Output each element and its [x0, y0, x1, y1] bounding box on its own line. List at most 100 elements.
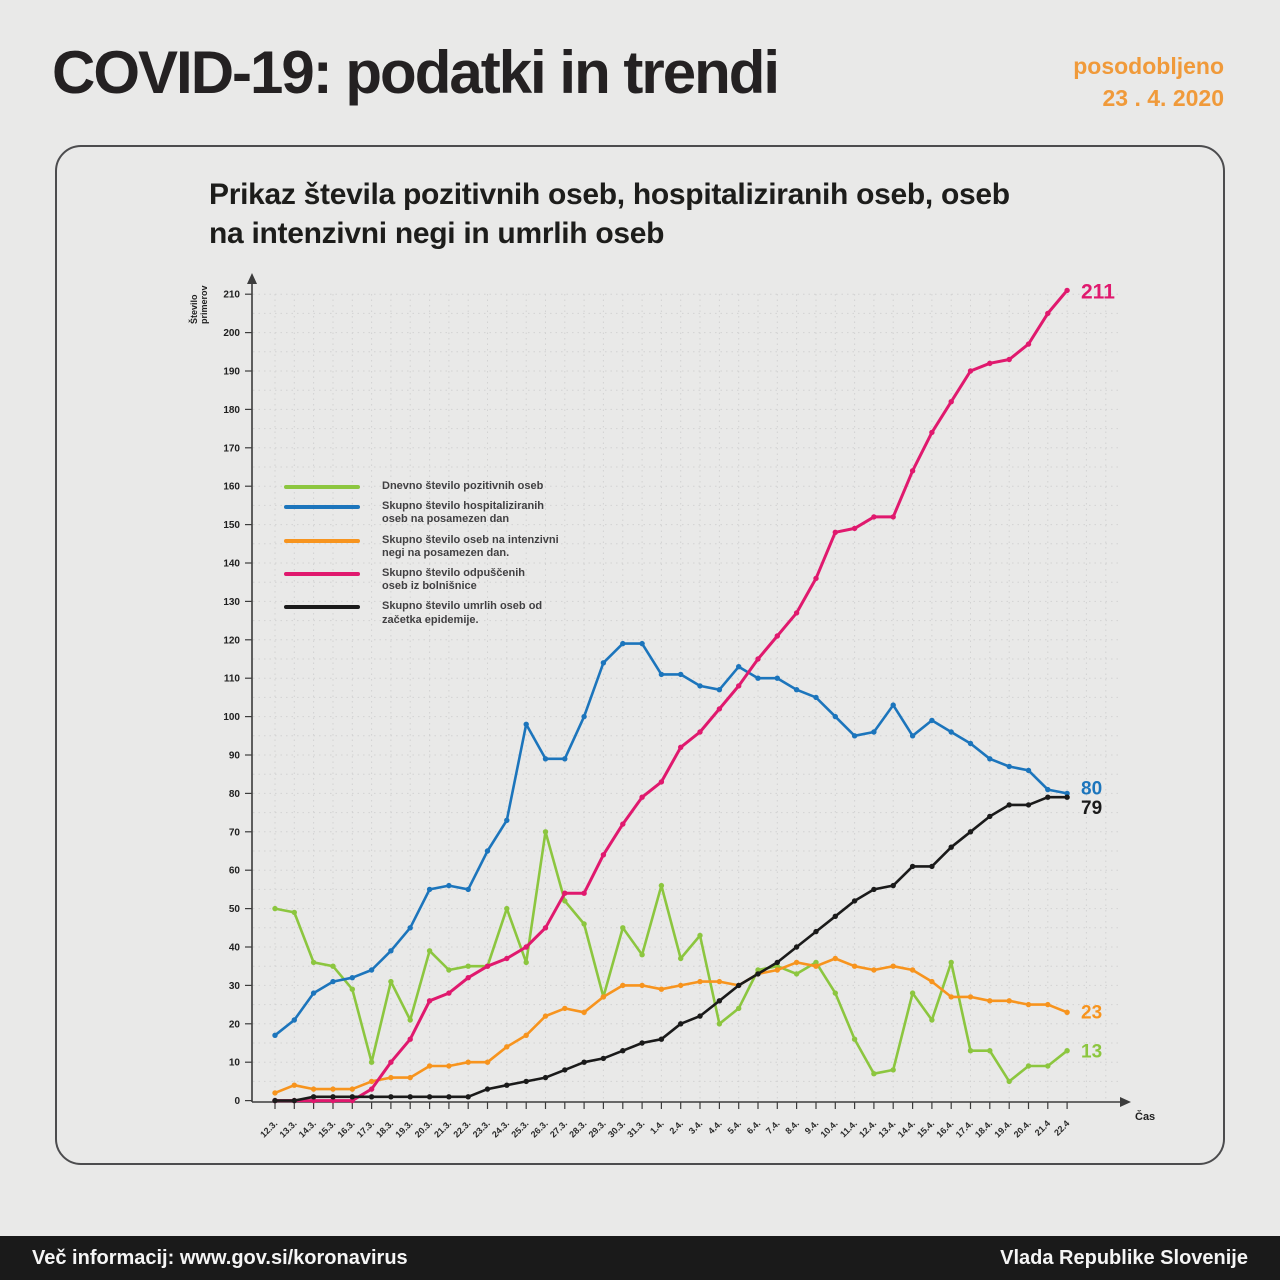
legend-label: Skupno število oseb na intenzivni negi na… [382, 533, 559, 559]
x-tick-label: 30.3. [606, 1118, 627, 1139]
data-point [1025, 1063, 1032, 1069]
y-tick-label: 70 [229, 827, 241, 838]
y-tick-label: 50 [229, 904, 241, 915]
data-point [368, 1086, 375, 1092]
x-tick-label: 19.3. [393, 1118, 414, 1139]
chart-legend: Dnevno število pozitivnih oseb Skupno šte… [284, 480, 584, 634]
data-point [368, 1078, 375, 1085]
data-point [967, 829, 974, 835]
x-axis-ticks: 12.3.13.3.14.3.15.3.16.3.17.3.18.3.19.3.… [258, 1102, 1072, 1140]
legend-item-discharged: Skupno število odpuščenih oseb iz bolnišn… [284, 567, 584, 593]
data-point [581, 890, 587, 896]
x-tick-label: 4.4. [706, 1118, 724, 1136]
legend-swatch-discharged [284, 571, 360, 576]
y-tick-label: 110 [224, 674, 241, 685]
data-point [562, 1067, 568, 1073]
data-point [542, 925, 549, 931]
data-point [349, 1094, 355, 1100]
y-tick-label: 200 [223, 328, 240, 339]
data-point [793, 610, 800, 616]
data-point [446, 967, 452, 973]
data-point [697, 932, 703, 939]
data-point [736, 664, 742, 670]
data-point [1045, 1063, 1051, 1069]
x-tick-label: 18.3. [374, 1118, 395, 1139]
data-point [658, 986, 665, 992]
y-axis-ticks: 0 10 20 30 40 50 60 70 80 90 100 110 120 130 140 150 160… [223, 290, 252, 1107]
data-point [871, 886, 877, 893]
data-point [465, 1059, 471, 1065]
data-point [1025, 341, 1032, 347]
data-point [813, 959, 819, 966]
chart-card: Prikaz števila pozitivnih oseb, hospital… [55, 145, 1225, 1165]
data-point [716, 687, 723, 693]
grid [253, 293, 1119, 1100]
x-axis-arrow-icon [1120, 1097, 1131, 1107]
x-tick-label: 21.3. [432, 1118, 453, 1139]
data-point [330, 963, 336, 969]
data-point [851, 525, 858, 532]
legend-item-intensive-care: Skupno število oseb na intenzivni negi na… [284, 534, 584, 560]
legend-label: Skupno število odpuščenih oseb iz bolnišn… [382, 566, 526, 593]
y-tick-label: 90 [229, 751, 241, 762]
end-value-label-hospitalized: 80 [1081, 778, 1102, 799]
data-point [755, 971, 761, 977]
data-point [310, 959, 317, 966]
data-point [542, 1074, 549, 1081]
data-point [368, 1059, 375, 1065]
data-point [793, 944, 800, 950]
data-point [1006, 1078, 1012, 1085]
data-point [909, 990, 916, 996]
data-point [388, 978, 394, 985]
y-tick-label: 80 [229, 789, 241, 800]
legend-item-daily-positive: Dnevno število pozitivnih oseb [284, 480, 584, 493]
x-tick-label: 11.4. [838, 1118, 859, 1139]
data-point [851, 963, 858, 969]
data-point [658, 671, 665, 678]
x-tick-label: 18.4. [973, 1118, 994, 1139]
data-point [1006, 763, 1012, 770]
data-point [426, 1094, 433, 1100]
x-tick-label: 15.4. [915, 1118, 936, 1139]
data-point [697, 978, 703, 985]
y-tick-label: 100 [223, 712, 240, 723]
y-tick-label: 150 [223, 520, 240, 531]
x-axis-title: Čas [1135, 1110, 1155, 1123]
data-point [523, 959, 529, 966]
legend-swatch-daily-positive [284, 485, 360, 489]
data-point [716, 706, 723, 712]
data-point [349, 986, 355, 992]
data-point [310, 990, 317, 996]
data-point [871, 1071, 877, 1077]
data-point [909, 733, 916, 739]
data-point [851, 898, 858, 904]
data-point [407, 1017, 413, 1023]
data-point [426, 948, 433, 954]
data-point [620, 821, 626, 827]
end-value-label-deaths: 79 [1081, 798, 1102, 819]
legend-swatch-hospitalized [284, 505, 360, 510]
updated-date-label: posodobljeno 23 . 4. 2020 [1073, 50, 1224, 114]
x-tick-label: 13.3. [277, 1118, 298, 1139]
data-point [291, 1097, 297, 1104]
data-point [484, 963, 491, 969]
data-point [678, 1021, 684, 1027]
data-point [600, 1055, 607, 1062]
data-point [774, 959, 780, 966]
data-point [948, 994, 954, 1000]
data-point [871, 514, 877, 520]
series-hospitalized [272, 640, 1070, 1038]
data-point [620, 982, 626, 989]
y-tick-label: 210 [223, 290, 240, 301]
data-point [291, 1082, 297, 1088]
data-point [523, 721, 529, 727]
y-tick-label: 10 [229, 1058, 241, 1069]
data-point [639, 1040, 645, 1046]
data-point [1006, 998, 1012, 1004]
chart-title-line1: Prikaz števila pozitivnih oseb, hospital… [209, 178, 1010, 211]
data-point [407, 1094, 413, 1100]
data-point [909, 863, 916, 870]
footer-info-link[interactable]: Več informacij: www.gov.si/koronavirus [32, 1246, 408, 1269]
data-point [504, 905, 510, 912]
data-point [484, 1086, 491, 1092]
